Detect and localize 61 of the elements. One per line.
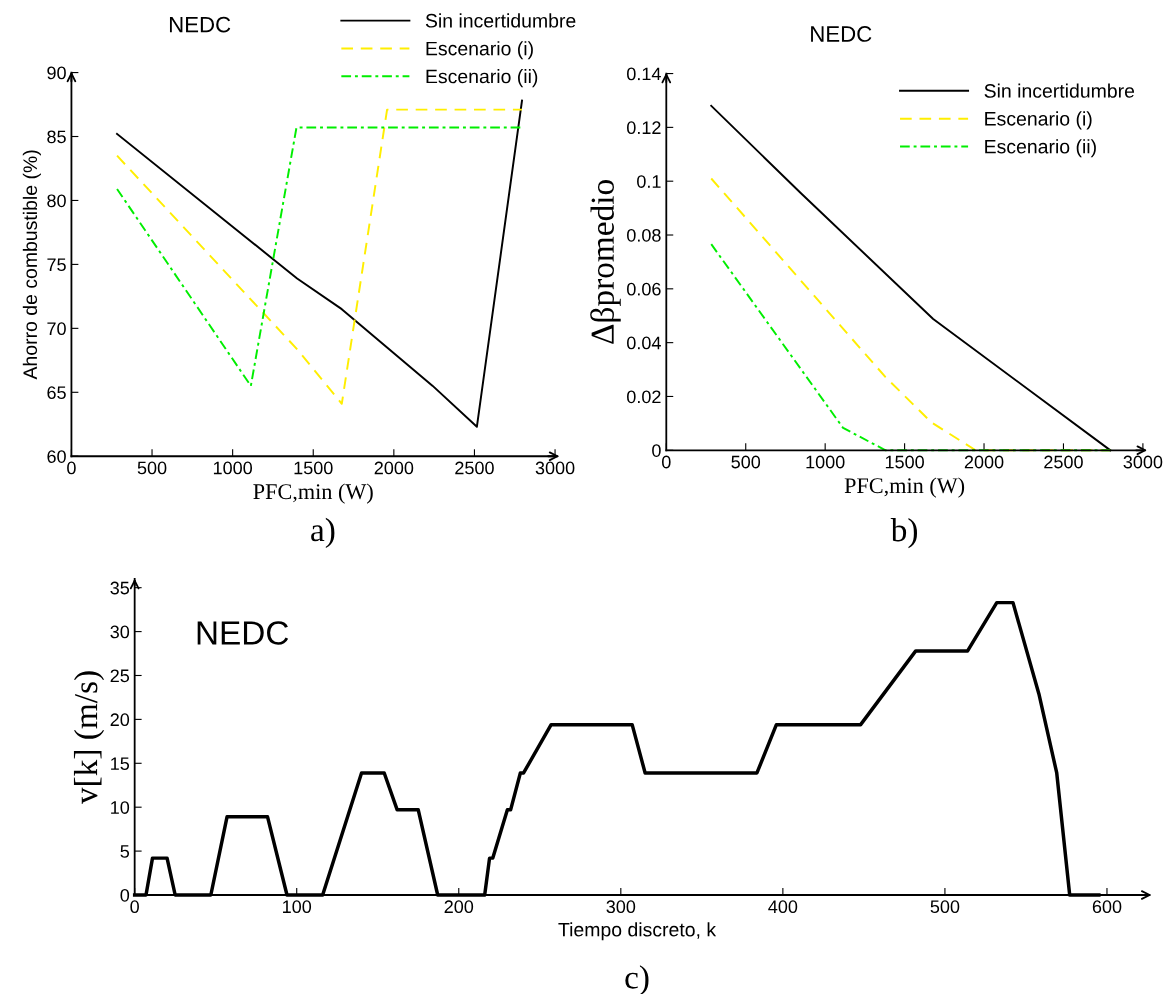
text: b) <box>890 518 918 549</box>
y-tick-label: 35 <box>110 581 130 595</box>
x-tick-label: 1000 <box>806 455 845 469</box>
y-tick-label: 0.12 <box>627 121 661 135</box>
x-tick-label: 300 <box>606 900 636 914</box>
y-tick-label: 70 <box>47 322 66 336</box>
y-tick-label: 20 <box>110 713 130 727</box>
x-tick-label: 500 <box>930 900 960 914</box>
legend-label: Sin incertidumbre <box>425 13 576 28</box>
y-axis-title: v[k] (m/s) <box>73 671 105 805</box>
chart-title: NEDC <box>169 16 231 33</box>
y-tick-label: 90 <box>47 66 66 80</box>
x-tick-label: 2500 <box>455 461 494 475</box>
x-axis-title: Tiempo discreto, k <box>558 922 717 941</box>
legend-label: Sin incertidumbre <box>984 83 1135 98</box>
legend-label: Escenario (ii) <box>985 139 1096 158</box>
y-tick-label: 0.02 <box>627 390 661 404</box>
x-tick-label: 0 <box>67 461 76 475</box>
y-tick-label: 15 <box>111 757 130 771</box>
x-tick-label: 600 <box>1092 900 1122 914</box>
legend-label: Escenario (ii) <box>426 69 538 88</box>
y-tick-label: 0 <box>120 888 130 902</box>
text: NEDC <box>197 621 289 645</box>
x-tick-label: 3000 <box>535 461 575 475</box>
y-tick-label: 0 <box>652 444 661 457</box>
x-tick-label: 500 <box>137 461 167 475</box>
x-tick-label: 200 <box>444 900 474 914</box>
x-tick-label: 2000 <box>374 461 414 475</box>
legend-label: Escenario (i) <box>426 41 533 60</box>
chart-title: NEDC <box>811 26 872 42</box>
y-tick-label: 25 <box>110 669 130 683</box>
y-tick-label: 80 <box>47 194 66 208</box>
y-tick-label: 0.06 <box>627 282 661 296</box>
y-tick-label: 0.04 <box>627 336 661 350</box>
x-tick-label: 500 <box>731 455 761 469</box>
x-tick-label: 1500 <box>294 461 333 475</box>
x-tick-label: 1000 <box>213 461 253 475</box>
y-tick-label: 65 <box>47 386 66 400</box>
y-axis-title: Δβpromedio <box>590 180 621 344</box>
x-tick-label: 100 <box>283 900 312 914</box>
x-tick-label: 2000 <box>964 455 1004 469</box>
x-tick-label: 400 <box>768 900 798 914</box>
x-tick-label: 0 <box>661 455 671 469</box>
x-tick-label: 3000 <box>1123 455 1163 469</box>
y-tick-label: 10 <box>111 801 130 814</box>
y-tick-label: 75 <box>47 258 66 272</box>
y-tick-label: 60 <box>47 450 66 463</box>
y-tick-label: 85 <box>47 130 66 144</box>
x-tick-label: 2500 <box>1044 455 1083 469</box>
text: a) <box>311 517 335 549</box>
x-tick-label: 1500 <box>885 455 924 469</box>
y-tick-label: 0.14 <box>627 67 661 81</box>
y-axis-title: Ahorro de combustible (%) <box>22 150 41 380</box>
legend-label: Escenario (i) <box>985 111 1092 130</box>
x-tick-label: 0 <box>130 900 139 914</box>
y-tick-label: 0.08 <box>627 228 661 242</box>
y-tick-label: 30 <box>110 625 130 639</box>
x-axis-title: PFC,min (W) <box>253 483 373 504</box>
y-tick-label: 0.1 <box>637 175 661 188</box>
x-axis-title: PFC,min (W) <box>844 477 965 498</box>
y-tick-label: 5 <box>120 845 130 858</box>
